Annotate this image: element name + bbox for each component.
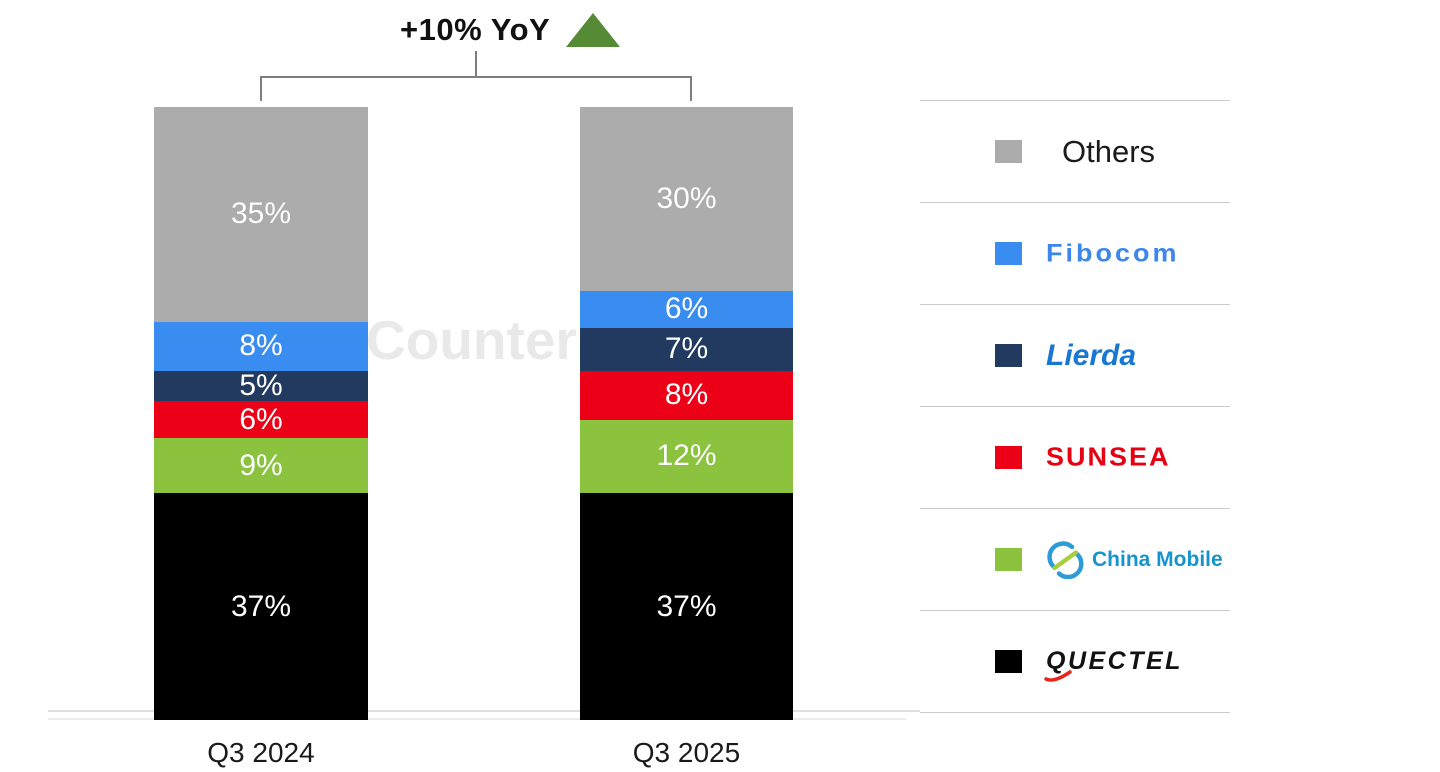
bar-segment-sunsea: 6%	[154, 401, 368, 438]
x-axis-line	[48, 710, 920, 712]
bar-segment-others: 30%	[580, 107, 793, 291]
legend-swatch-others	[995, 140, 1022, 163]
yoy-label: +10% YoY	[400, 12, 551, 47]
legend-swatch-lierda	[995, 344, 1022, 367]
sunsea-logo: SUNSEA	[1046, 442, 1171, 472]
china-mobile-icon	[1047, 540, 1084, 579]
legend-swatch-quectel	[995, 650, 1022, 673]
bar-segment-quectel: 37%	[580, 493, 793, 720]
bar-segment-lierda: 7%	[580, 327, 793, 371]
legend-item-sunsea: SUNSEA	[920, 407, 1230, 508]
bracket-left-tick	[260, 76, 262, 101]
segment-value-label: 9%	[239, 448, 283, 482]
segment-value-label: 6%	[664, 292, 709, 326]
legend-divider	[920, 304, 1230, 305]
legend-item-china-mobile: China Mobile	[920, 509, 1230, 610]
x-axis-shadow-line	[48, 718, 906, 720]
legend-divider	[920, 508, 1230, 509]
quectel-swoosh-icon	[1044, 670, 1072, 682]
yoy-annotation: +10% YoY	[400, 12, 621, 48]
legend-swatch-sunsea	[995, 446, 1022, 469]
legend-swatch-fibocom	[995, 242, 1022, 265]
segment-value-label: 5%	[239, 368, 283, 402]
bar-segment-lierda: 5%	[154, 368, 368, 402]
legend-divider	[920, 712, 1230, 713]
segment-value-label: 12%	[656, 439, 717, 473]
legend-divider	[920, 202, 1230, 203]
china-mobile-logo: China Mobile	[1092, 547, 1223, 571]
stacked-bar: 35% 8% 5% 6% 9% 37%	[154, 107, 368, 720]
legend-item-quectel: QUECTEL	[920, 611, 1230, 712]
segment-value-label: 37%	[230, 589, 292, 623]
segment-value-label: 37%	[656, 589, 717, 623]
segment-value-label: 8%	[239, 329, 283, 363]
fibocom-logo: Fibocom	[1046, 239, 1180, 267]
segment-value-label: 30%	[656, 181, 717, 215]
watermark: Counterp	[366, 309, 611, 371]
legend-item-lierda: Lierda	[920, 305, 1230, 406]
segment-value-label: 6%	[239, 402, 283, 436]
x-axis-label-q3-2025: Q3 2025	[632, 737, 741, 768]
legend-divider	[920, 100, 1230, 101]
legend-divider	[920, 610, 1230, 611]
legend: Others Fibocom Lierda SUNSEA	[920, 100, 1230, 713]
legend-label-others: Others	[1062, 133, 1156, 169]
bar-segment-sunsea: 8%	[580, 370, 793, 420]
legend-item-others: Others	[920, 101, 1230, 202]
bar-segment-others: 35%	[154, 107, 368, 322]
legend-item-fibocom: Fibocom	[920, 203, 1230, 304]
bar-segment-china-mobile: 12%	[580, 419, 793, 494]
legend-swatch-china-mobile	[995, 548, 1022, 571]
x-axis-label-q3-2024: Q3 2024	[207, 737, 315, 768]
lierda-logo: Lierda	[1046, 338, 1137, 372]
stacked-bar: 30% 6% 7% 8% 12% 37%	[580, 107, 793, 720]
segment-value-label: 7%	[664, 332, 709, 366]
bracket-center-line	[475, 51, 477, 77]
bar-segment-china-mobile: 9%	[154, 437, 368, 494]
legend-divider	[920, 406, 1230, 407]
bar-segment-quectel: 37%	[154, 493, 368, 720]
bracket-horizontal-line	[260, 76, 692, 78]
segment-value-label: 8%	[664, 378, 709, 412]
segment-value-label: 35%	[230, 197, 292, 231]
bar-segment-fibocom: 8%	[154, 321, 368, 371]
bracket-right-tick	[690, 76, 692, 101]
bar-segment-fibocom: 6%	[580, 290, 793, 328]
up-triangle-icon	[566, 13, 621, 47]
quectel-logo: QUECTEL	[1046, 647, 1183, 675]
